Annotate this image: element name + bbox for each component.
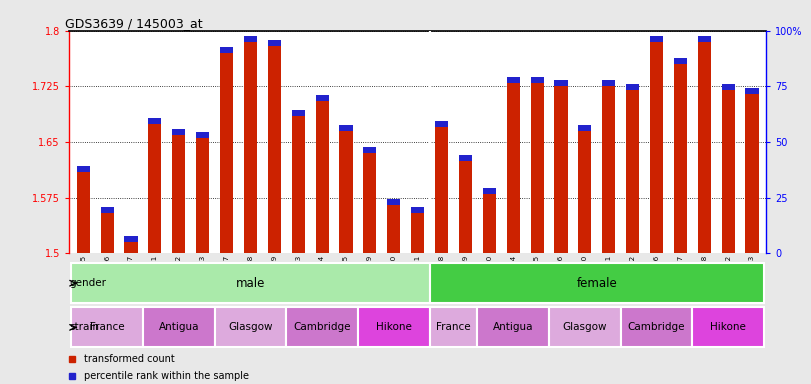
Text: Hikone: Hikone [375,322,412,333]
Bar [626,90,639,253]
Bar [530,77,543,83]
Bar [507,83,520,253]
Bar [101,213,114,253]
Bar [722,90,735,253]
Bar [435,127,448,253]
Bar [148,124,161,253]
FancyBboxPatch shape [358,308,430,347]
Bar [148,118,161,124]
Bar [124,242,138,253]
FancyBboxPatch shape [693,308,764,347]
Bar [626,84,639,90]
Text: gender: gender [70,278,106,288]
Bar [650,42,663,253]
Bar [578,125,591,131]
Bar [603,81,616,86]
FancyBboxPatch shape [478,308,549,347]
Text: percentile rank within the sample: percentile rank within the sample [84,371,249,381]
Bar [697,42,711,253]
Bar [244,42,257,253]
Bar [650,36,663,42]
Bar [268,40,281,46]
Bar [674,64,687,253]
Bar [363,147,376,153]
Text: Hikone: Hikone [710,322,746,333]
Bar [196,138,209,253]
Bar [340,125,353,131]
Bar [172,135,186,253]
Bar [220,53,233,253]
Bar [555,81,568,86]
Bar [124,237,138,242]
Bar [244,36,257,42]
Bar [387,199,401,205]
FancyBboxPatch shape [286,308,358,347]
Bar [220,47,233,53]
Bar [292,116,305,253]
Bar [697,36,711,42]
Bar [745,88,758,94]
Text: female: female [577,277,617,290]
FancyBboxPatch shape [430,263,764,303]
Bar [745,94,758,253]
Bar [507,77,520,83]
FancyBboxPatch shape [71,263,430,303]
Text: Glasgow: Glasgow [228,322,272,333]
FancyBboxPatch shape [143,308,215,347]
FancyBboxPatch shape [215,308,286,347]
Text: GDS3639 / 145003_at: GDS3639 / 145003_at [66,17,203,30]
Bar [101,207,114,213]
Bar [674,58,687,64]
Text: Cambridge: Cambridge [628,322,685,333]
FancyBboxPatch shape [620,308,693,347]
Text: France: France [436,322,471,333]
Bar [77,166,90,172]
Bar [292,110,305,116]
Bar [483,188,496,194]
Bar [172,129,186,135]
Bar [459,161,472,253]
Text: Glasgow: Glasgow [563,322,607,333]
Bar [411,213,424,253]
Bar [459,155,472,161]
Text: strain: strain [70,322,100,333]
Bar [603,86,616,253]
Bar [77,172,90,253]
Bar [196,132,209,138]
Text: France: France [90,322,124,333]
Bar [722,84,735,90]
Bar [578,131,591,253]
Text: male: male [236,277,265,290]
Bar [363,153,376,253]
Bar [483,194,496,253]
Text: transformed count: transformed count [84,354,175,364]
Bar [268,46,281,253]
Text: Antigua: Antigua [493,322,534,333]
Bar [387,205,401,253]
Bar [315,95,328,101]
FancyBboxPatch shape [430,308,478,347]
Text: Cambridge: Cambridge [294,322,351,333]
Bar [411,207,424,213]
FancyBboxPatch shape [549,308,620,347]
Bar [340,131,353,253]
Bar [435,121,448,127]
Text: Antigua: Antigua [159,322,199,333]
FancyBboxPatch shape [71,308,143,347]
Bar [315,101,328,253]
Bar [530,83,543,253]
Bar [555,86,568,253]
